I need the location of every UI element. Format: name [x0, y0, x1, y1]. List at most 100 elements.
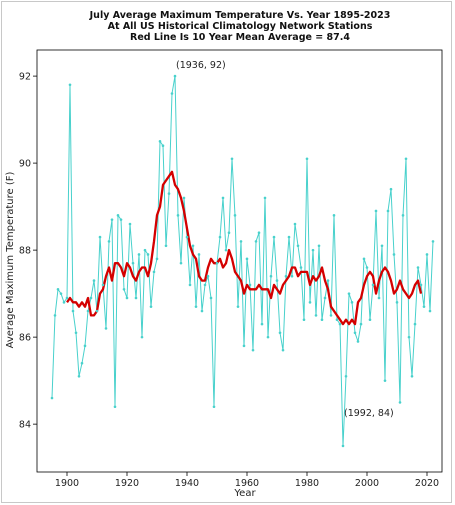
annual-temperature-point — [248, 283, 252, 287]
annual-temperature-point — [266, 335, 270, 339]
annual-temperature-point — [254, 240, 258, 243]
x-tick-label: 2020 — [415, 478, 439, 489]
annual-temperature-point — [287, 235, 291, 239]
annual-temperature-point — [407, 335, 411, 339]
annual-temperature-point — [239, 240, 243, 243]
annual-temperature-point — [50, 396, 54, 400]
annual-temperature-point — [260, 322, 264, 326]
annual-temperature-point — [101, 283, 105, 287]
x-tick-label: 1900 — [55, 478, 79, 489]
annual-temperature-point — [206, 274, 210, 278]
annual-temperature-point — [170, 92, 174, 95]
annual-temperature-point — [314, 314, 318, 317]
y-tick-label: 88 — [19, 246, 31, 257]
annual-temperature-point — [53, 314, 57, 317]
annotations: (1936, 92) (1992, 84) — [176, 60, 394, 419]
y-tick-label: 86 — [19, 333, 31, 344]
x-tick-label: 1960 — [235, 478, 259, 489]
annual-temperature-point — [317, 244, 321, 248]
annual-temperature-point — [164, 244, 168, 248]
annual-temperature-point — [95, 309, 99, 313]
annual-temperature-point — [128, 222, 132, 226]
annual-temperature-point — [386, 209, 390, 213]
annual-temperature-point — [185, 235, 189, 239]
annual-temperature-point — [305, 157, 309, 161]
y-axis-ticks: 84 86 88 90 92 — [19, 72, 37, 431]
annual-temperature-point — [284, 274, 288, 278]
annual-temperature-point — [197, 253, 201, 256]
annual-temperature-point — [74, 331, 78, 335]
annual-temperature-point — [200, 309, 204, 313]
annual-temperature-point — [371, 283, 375, 287]
annual-temperature-point — [383, 379, 387, 382]
annual-temperature-point — [116, 214, 120, 217]
annual-temperature-point — [401, 214, 405, 217]
annual-temperature-point — [356, 340, 360, 343]
axes-box — [36, 49, 443, 473]
annual-temperature-point — [380, 244, 384, 248]
annual-temperature-point — [215, 261, 219, 265]
annual-temperature-point — [230, 157, 234, 161]
annual-temperature-point — [56, 287, 60, 291]
annual-temperature-point — [350, 301, 354, 304]
annual-temperature-point — [374, 209, 378, 213]
y-tick-label: 84 — [19, 420, 31, 431]
annual-temperature-point — [428, 309, 432, 313]
annual-temperature-point — [179, 261, 183, 265]
annual-temperature-point — [362, 257, 366, 261]
x-tick-label: 2000 — [355, 478, 379, 489]
annual-temperature-point — [161, 144, 165, 148]
annual-temperature-point — [86, 309, 90, 313]
annual-temperature-point — [80, 361, 84, 365]
annual-temperature-point — [281, 348, 285, 352]
annual-temperature-point — [359, 322, 363, 326]
annual-temperature-point — [137, 253, 141, 256]
annual-temperature-point — [68, 83, 72, 87]
annual-temperature-point — [395, 301, 399, 304]
annual-temperature-point — [236, 305, 240, 308]
annual-temperature-point — [272, 235, 276, 239]
annual-temperature-point — [155, 257, 159, 261]
x-tick-label: 1940 — [175, 478, 199, 489]
annual-temperature-point — [263, 196, 267, 200]
x-tick-label: 1980 — [295, 478, 319, 489]
annual-temperature-point — [188, 283, 192, 287]
annual-temperature-point — [224, 248, 228, 252]
annual-temperature-point — [107, 240, 111, 243]
annual-temperature-point — [194, 305, 198, 308]
annual-temperature-point — [419, 283, 423, 287]
annual-temperature-point — [203, 283, 207, 287]
annual-temperature-point — [410, 374, 414, 378]
annual-temperature-point — [176, 214, 180, 217]
annual-temperature-point — [296, 244, 300, 248]
annual-temperature-point — [338, 322, 342, 326]
annual-temperature-point — [275, 279, 279, 282]
annual-temperature-point — [89, 296, 93, 300]
annual-temperature-point — [290, 274, 294, 278]
annual-temperature-point — [293, 222, 297, 226]
annual-temperature-point — [119, 218, 123, 221]
annual-temperature-point — [269, 274, 273, 278]
annual-temperature-point — [251, 348, 255, 352]
annual-temperature-point — [125, 296, 129, 300]
annual-temperature-point — [308, 301, 312, 304]
annual-temperature-point — [122, 287, 126, 291]
annual-temperature-point — [149, 305, 153, 308]
point-annotation: (1992, 84) — [344, 408, 394, 419]
annual-temperature-point — [278, 331, 282, 335]
annual-temperature-point — [326, 279, 330, 282]
point-annotation: (1936, 92) — [176, 60, 226, 71]
annual-temperature-point — [77, 374, 81, 378]
annual-temperature-point — [221, 196, 225, 200]
annual-temperature-point — [323, 296, 327, 300]
annual-temperature-point — [212, 405, 216, 409]
x-axis-label: Year — [233, 488, 256, 499]
annual-temperature-point — [143, 248, 147, 252]
annual-temperature-point — [329, 314, 333, 317]
annual-temperature-point — [110, 218, 114, 221]
annual-temperature-point — [83, 344, 87, 348]
y-tick-label: 90 — [19, 159, 31, 170]
series-lines — [51, 75, 434, 447]
annual-temperature-point — [311, 248, 315, 252]
